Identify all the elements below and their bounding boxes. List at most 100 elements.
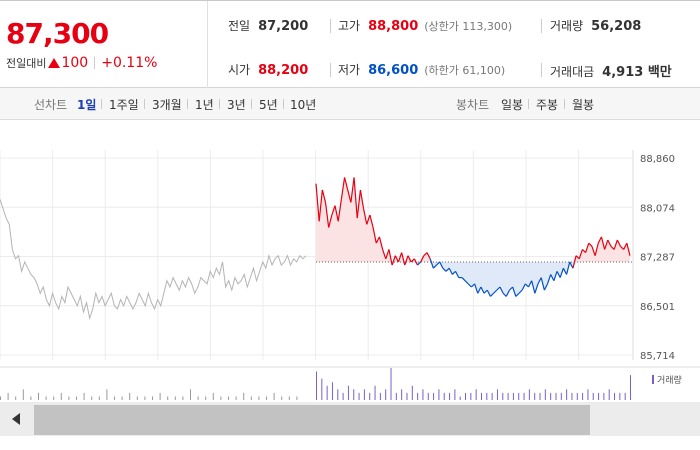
price-line-segment [318,189,323,222]
price-line-segment [420,255,425,263]
price-line-segment [524,283,529,288]
footer-space [0,436,700,450]
change-divider [94,57,96,69]
price-line-segment [464,280,469,285]
volume-bar [7,392,9,400]
up-area-fill [316,177,630,262]
price-line-segment [461,277,466,282]
price-line-segment [610,245,615,250]
price-line-segment [407,255,412,263]
y-tick-label: 87,287 [640,253,675,264]
price-line-segment [572,255,577,269]
price-line-segment [445,267,450,272]
price-line-segment [442,267,447,272]
tab-divider [187,99,188,109]
volume-bar [288,396,290,400]
tab-1w[interactable]: 1주일 [109,98,139,112]
tab-3y[interactable]: 3년 [227,98,246,112]
price-line-segment [585,242,590,253]
low-value: 86,600 [368,63,419,78]
volume-bar [197,396,199,400]
volume-bar [190,389,191,400]
amount-value: 4,913 백만 [602,65,672,80]
volume-bar [0,396,1,400]
volume-bar [136,396,138,400]
amount-label: 거래대금 [550,65,595,79]
price-line-segment [559,268,564,278]
price-line-segment [356,189,362,219]
volume-bar [582,392,584,400]
volume-bar [475,389,477,400]
price-line-segment [509,286,514,291]
volume-bar [608,389,610,400]
volume-value: 56,208 [591,19,642,34]
price-line-segment [353,177,358,219]
price-line-segment [531,280,536,294]
volume-bar [114,396,115,400]
price-line-segment [470,283,476,288]
price-line-segment [490,292,495,297]
chart-scrollbar[interactable] [0,402,700,436]
tab-1y[interactable]: 1년 [195,98,214,112]
volume-bar [614,392,616,400]
tab-10y[interactable]: 10년 [290,98,317,112]
volume-bar [449,392,451,400]
divider [541,63,542,77]
price-line-segment [616,239,622,247]
volume-bar [38,392,39,400]
volume-bar [459,396,461,400]
volume-bar [144,396,146,400]
price-line-segment [575,255,580,260]
price-line-segment [385,249,390,260]
chart-period-tabs: 선차트 1일 1주일 3개월 1년 3년 5년 10년 봉차트 일봉 주봉 월봉 [0,88,700,120]
change-value: 100 [61,55,89,71]
open-stat: 시가 88,200 [228,61,308,78]
price-line-segment [337,199,342,222]
price-line-segment [378,236,384,250]
tab-3m[interactable]: 3개월 [152,98,182,112]
volume-bar [571,392,573,400]
quote-summary: 87,300 전일대비 100 +0.11% 전일 87,200 고가 88,8… [0,0,700,89]
volume-bar [486,392,488,400]
volume-bar [539,392,541,400]
volume-bar [534,392,536,400]
price-line-segment [512,286,517,297]
price-line-segment [321,189,327,203]
price-line-segment [534,283,539,294]
volume-bar [454,389,456,400]
tab-weekly[interactable]: 주봉 [536,98,559,112]
volume-bar [603,392,605,400]
change-label: 전일대비 [6,57,47,70]
line-chart-label: 선차트 [34,98,68,112]
up-triangle-icon [48,58,61,68]
upper-limit: (상한가 113,300) [424,20,513,33]
tab-monthly[interactable]: 월봉 [572,98,595,112]
volume-bar [363,389,365,400]
volume-bar [53,396,55,400]
price-line-segment [613,239,618,250]
volume-bar [337,389,339,400]
y-tick-label: 88,074 [640,203,675,214]
volume-bar [68,396,70,400]
price-line-segment [493,289,498,294]
volume-bar [76,396,77,400]
scroll-left-button[interactable] [0,402,32,436]
tab-divider [528,99,529,109]
prev-close-stat: 전일 87,200 [228,17,308,34]
prev-close-label: 전일 [228,19,251,33]
volume-bar [212,392,214,400]
volume-bar [353,389,355,400]
price-line-segment [553,271,558,281]
price-line-segment [369,214,374,228]
volume-bar [98,396,100,400]
volume-bar [411,385,413,400]
open-value: 88,200 [258,63,309,78]
tab-5y[interactable]: 5년 [259,98,278,112]
tab-daily[interactable]: 일봉 [501,98,524,112]
scroll-thumb[interactable] [34,405,590,435]
volume-bar [433,392,435,400]
price-line-segment [543,283,549,291]
price-line-segment [340,177,346,200]
tab-1d[interactable]: 1일 [77,98,97,112]
price-line-segment [505,289,511,297]
